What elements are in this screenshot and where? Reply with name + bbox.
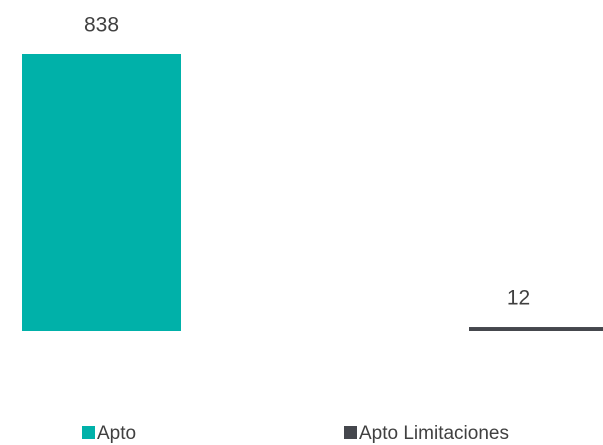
legend-label: Apto Limitaciones [359,423,509,444]
legend-swatch [344,426,357,439]
data-label: 838 [84,14,119,37]
legend-label: Apto [97,423,136,444]
bar [469,327,603,331]
bar [22,54,181,331]
data-label: 12 [507,287,530,310]
legend-swatch [82,426,95,439]
legend: Apto Apto Limitaciones [82,423,509,444]
